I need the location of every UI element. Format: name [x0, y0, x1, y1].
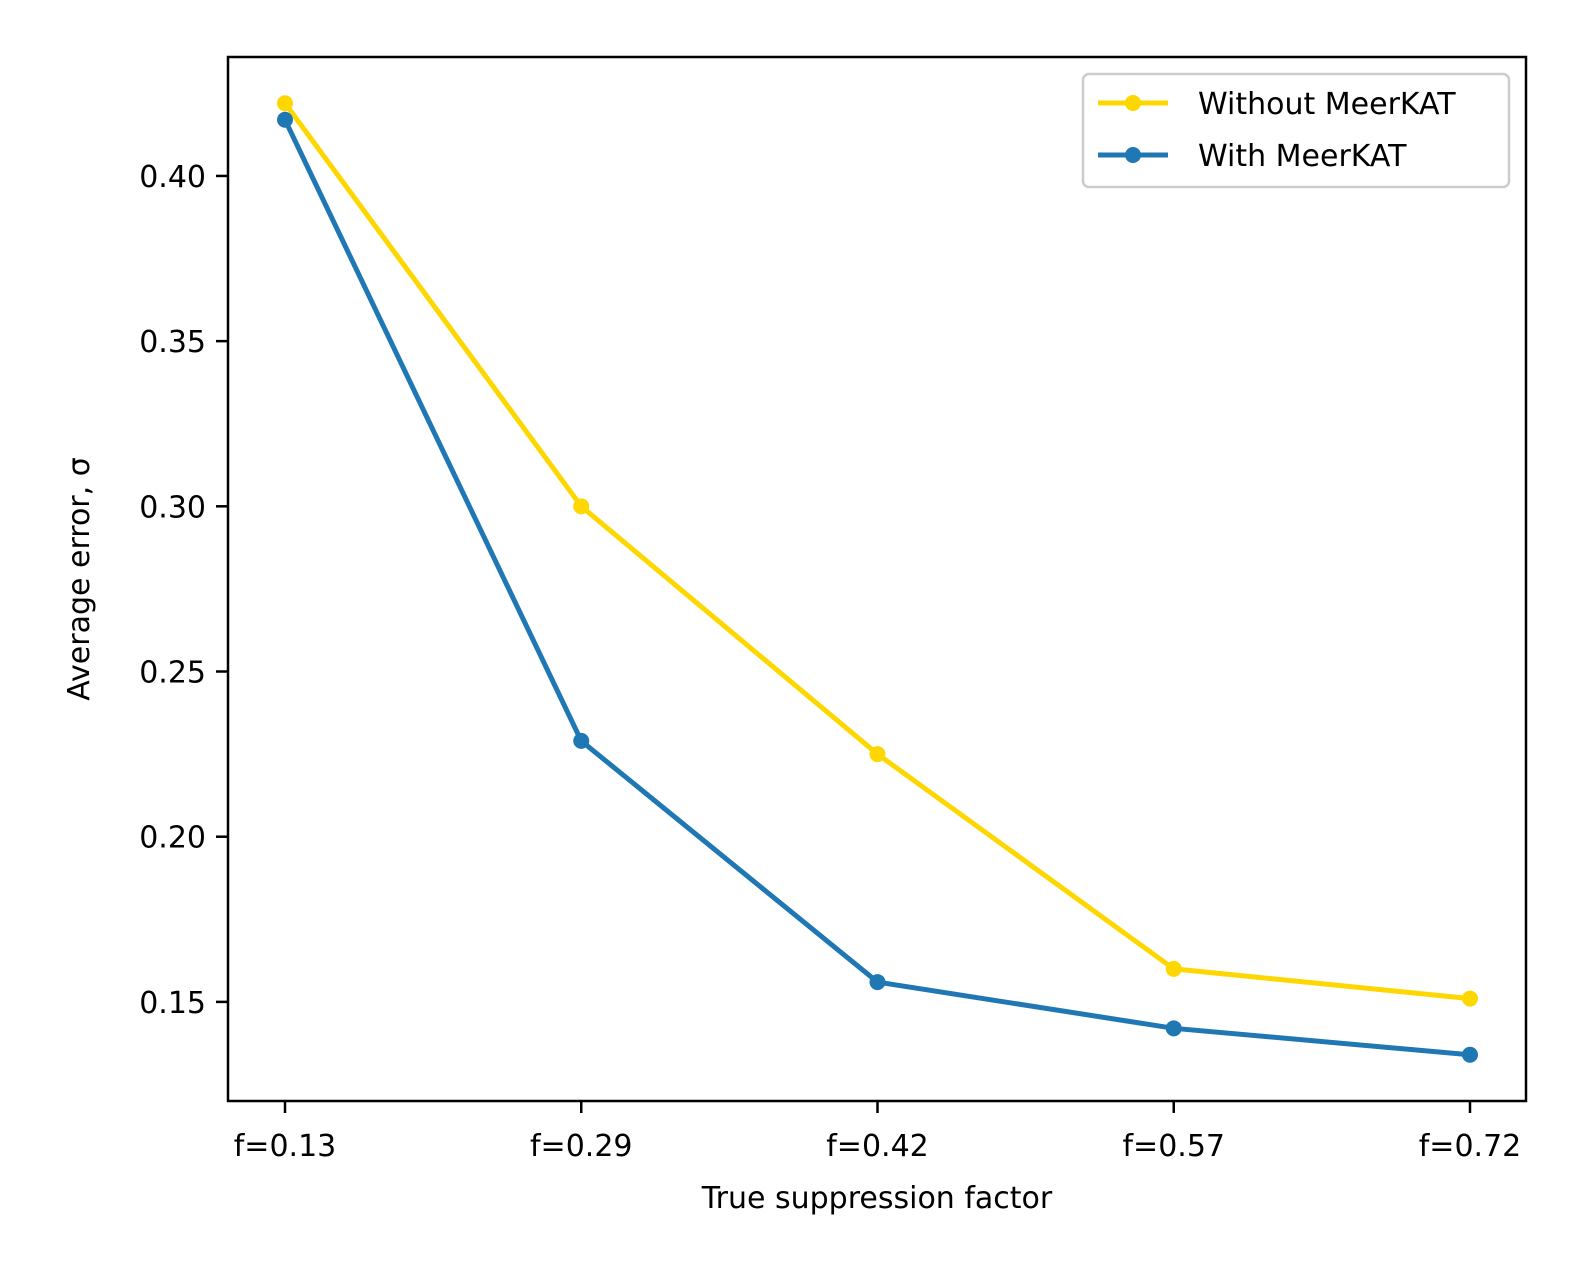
- series-point-0: [1462, 990, 1478, 1007]
- legend-box: [1081, 72, 1511, 189]
- y-tick-label: 0.20: [139, 821, 206, 856]
- legend-label: With MeerKAT: [1198, 139, 1407, 174]
- y-axis-label: Average error, σ: [62, 457, 97, 700]
- legend-label: Without MeerKAT: [1198, 87, 1456, 122]
- series-point-1: [277, 111, 293, 128]
- x-tick-label: f=0.42: [826, 1129, 929, 1164]
- y-tick-label: 0.15: [139, 986, 206, 1021]
- x-axis-label: True suppression factor: [701, 1181, 1053, 1216]
- legend-swatch-marker: [1125, 95, 1141, 111]
- series-point-1: [573, 732, 590, 749]
- series-point-1: [869, 974, 886, 991]
- series-point-1: [1462, 1046, 1478, 1063]
- plot-area: [228, 57, 1526, 1101]
- x-tick-label: f=0.57: [1123, 1129, 1226, 1164]
- x-tick-label: f=0.13: [234, 1129, 337, 1164]
- x-tick-label: f=0.29: [530, 1129, 633, 1164]
- legend: Without MeerKAT With MeerKAT: [1081, 72, 1511, 189]
- series-point-1: [1165, 1020, 1182, 1037]
- legend-swatch-marker: [1125, 147, 1141, 163]
- y-tick-label: 0.35: [139, 325, 206, 360]
- series-point-0: [869, 746, 886, 763]
- y-tick-label: 0.30: [139, 490, 206, 525]
- y-tick-label: 0.40: [139, 160, 206, 195]
- series-point-0: [573, 498, 590, 515]
- series-point-0: [277, 95, 293, 112]
- x-tick-label: f=0.72: [1419, 1129, 1522, 1164]
- series-point-0: [1165, 960, 1182, 977]
- y-tick-label: 0.25: [139, 656, 206, 691]
